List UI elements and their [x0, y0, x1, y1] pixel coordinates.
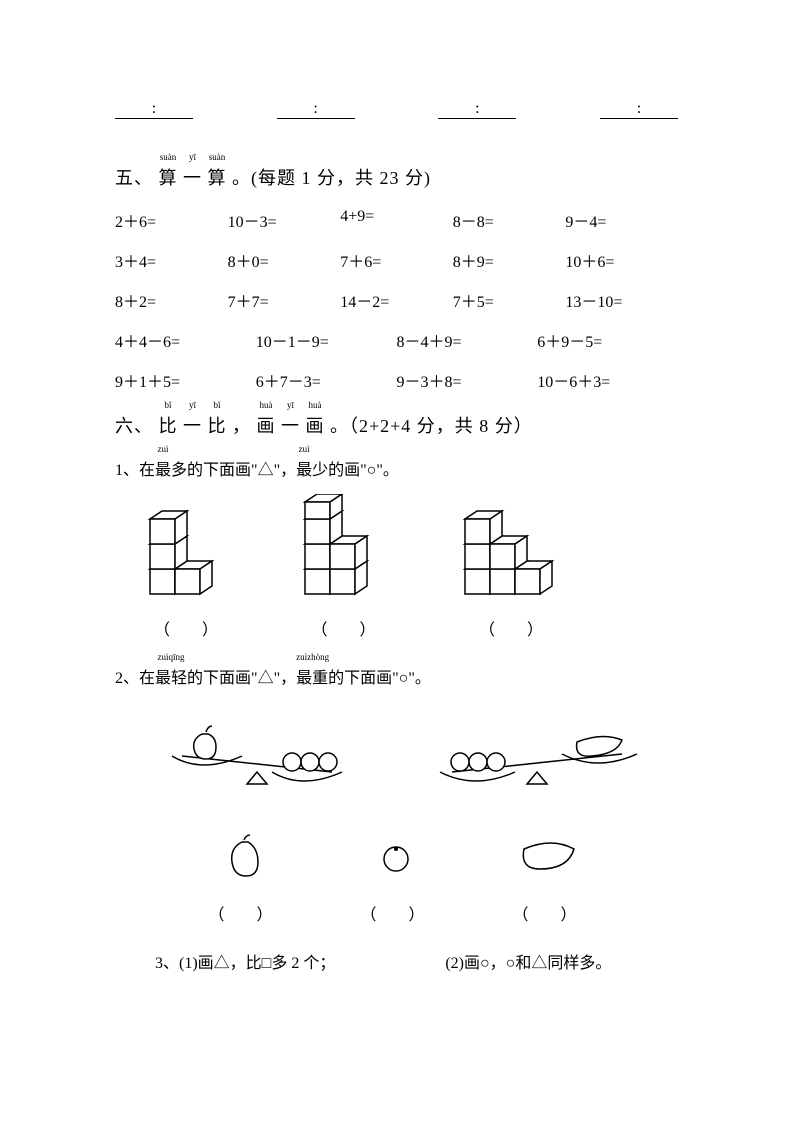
- math-row-2: 3＋4= 8＋0= 7＋6= 8＋9= 10＋6=: [115, 248, 678, 272]
- expr: 3＋4=: [115, 248, 228, 272]
- expr: 10＋6=: [565, 248, 678, 272]
- expr: 6＋7－3=: [256, 368, 397, 392]
- q3-2: (2)画○，○和△同样多。: [445, 949, 611, 973]
- s6-suffix: 。（2+2+4 分，共 8 分）: [330, 416, 533, 436]
- paren-1: （ ）: [145, 616, 235, 640]
- expr: 9－3＋8=: [397, 368, 538, 392]
- expr: 9－4=: [565, 208, 678, 232]
- balance-scale-icon: [422, 714, 642, 799]
- cubes-row: （ ） （ ）: [145, 494, 678, 640]
- balance-scale-icon: [152, 714, 352, 799]
- q2-text: 2、在zuìqīng最轻的下面画"△"，zuìzhòng最重的下面画"○"。: [115, 664, 678, 688]
- expr: 9＋1＋5=: [115, 368, 256, 392]
- blank-4: :: [600, 100, 678, 119]
- expr: 8＋9=: [453, 248, 566, 272]
- s5-ruby-1: suàn算: [159, 164, 178, 190]
- cubes-icon: [145, 494, 235, 604]
- math-row-5: 9＋1＋5= 6＋7－3= 9－3＋8= 10－6＋3=: [115, 368, 678, 392]
- paren-f2: （ ）: [360, 901, 432, 925]
- q2-ruby-zhong: zuìzhòng最重: [296, 664, 328, 688]
- paren-f1: （ ）: [208, 901, 280, 925]
- expr: 10－1－9=: [256, 328, 397, 352]
- cube-group-2: （ ）: [300, 494, 395, 640]
- blank-1: :: [115, 100, 193, 119]
- blank-2: :: [277, 100, 355, 119]
- expr: 8－8=: [453, 208, 566, 232]
- expr: 10－3=: [228, 208, 341, 232]
- fruit-pear: （ ）: [208, 834, 280, 925]
- expr: 4+9=: [340, 208, 453, 232]
- math-row-1: 2＋6= 10－3= 4+9= 8－8= 9－4=: [115, 208, 678, 232]
- header-blanks: : : : :: [115, 100, 678, 119]
- q1-ruby-zuiduo: zuì最: [155, 456, 171, 480]
- q1-ruby-zuishao: zuì最: [296, 456, 312, 480]
- s6-mid: ，: [232, 416, 251, 436]
- cube-group-1: （ ）: [145, 494, 235, 640]
- expr: 6＋9－5=: [537, 328, 678, 352]
- q3-1: 3、(1)画△，比□多 2 个；: [155, 949, 335, 973]
- s6-prefix: 六、: [115, 416, 153, 436]
- paren-f3: （ ）: [513, 901, 585, 925]
- orange-icon: [376, 834, 416, 884]
- expr: 4＋4－6=: [115, 328, 256, 352]
- fruit-row: （ ） （ ） （ ）: [115, 834, 678, 925]
- math-row-4: 4＋4－6= 10－1－9= 8－4＋9= 6＋9－5=: [115, 328, 678, 352]
- s5-suffix: 。(每题 1 分，共 23 分): [232, 168, 431, 188]
- q2-ruby-qing: zuìqīng最轻: [155, 664, 187, 688]
- expr: 8＋0=: [228, 248, 341, 272]
- paren-3: （ ）: [460, 616, 570, 640]
- s6-r1: bǐ比: [159, 412, 178, 438]
- expr: 13－10=: [565, 288, 678, 312]
- s5-prefix: 五、: [115, 168, 153, 188]
- q3-row: 3、(1)画△，比□多 2 个； (2)画○，○和△同样多。: [155, 949, 678, 973]
- s6-r3: bǐ比: [208, 412, 227, 438]
- expr: 14－2=: [340, 288, 453, 312]
- s6-r2: yī一: [183, 412, 202, 438]
- section5-title: 五、 suàn算 yī一 suàn算 。(每题 1 分，共 23 分): [115, 164, 678, 190]
- math-row-3: 8＋2= 7＋7= 14－2= 7＋5= 13－10=: [115, 288, 678, 312]
- s5-ruby-2: yī一: [183, 164, 202, 190]
- scales-row: [115, 714, 678, 799]
- expr: 2＋6=: [115, 208, 228, 232]
- expr: 8＋2=: [115, 288, 228, 312]
- expr: 7＋5=: [453, 288, 566, 312]
- expr: 8－4＋9=: [397, 328, 538, 352]
- blank-3: :: [438, 100, 516, 119]
- expr: 10－6＋3=: [537, 368, 678, 392]
- fruit-banana: （ ）: [513, 834, 585, 925]
- paren-2: （ ）: [300, 616, 395, 640]
- cube-group-3: （ ）: [460, 494, 570, 640]
- pear-icon: [222, 834, 267, 884]
- q1-text: 1、在zuì最多的下面画"△"，zuì最少的画"○"。: [115, 456, 678, 480]
- banana-icon: [516, 834, 581, 884]
- s6-r4: huà画: [257, 412, 276, 438]
- s6-r6: huà画: [306, 412, 325, 438]
- s5-ruby-3: suàn算: [208, 164, 227, 190]
- section6-title: 六、 bǐ比 yī一 bǐ比 ， huà画 yī一 huà画 。（2+2+4 分…: [115, 412, 678, 438]
- expr: 7＋6=: [340, 248, 453, 272]
- fruit-orange: （ ）: [360, 834, 432, 925]
- expr: 7＋7=: [228, 288, 341, 312]
- cubes-icon: [460, 494, 570, 604]
- s6-r5: yī一: [281, 412, 300, 438]
- cubes-icon: [300, 494, 395, 604]
